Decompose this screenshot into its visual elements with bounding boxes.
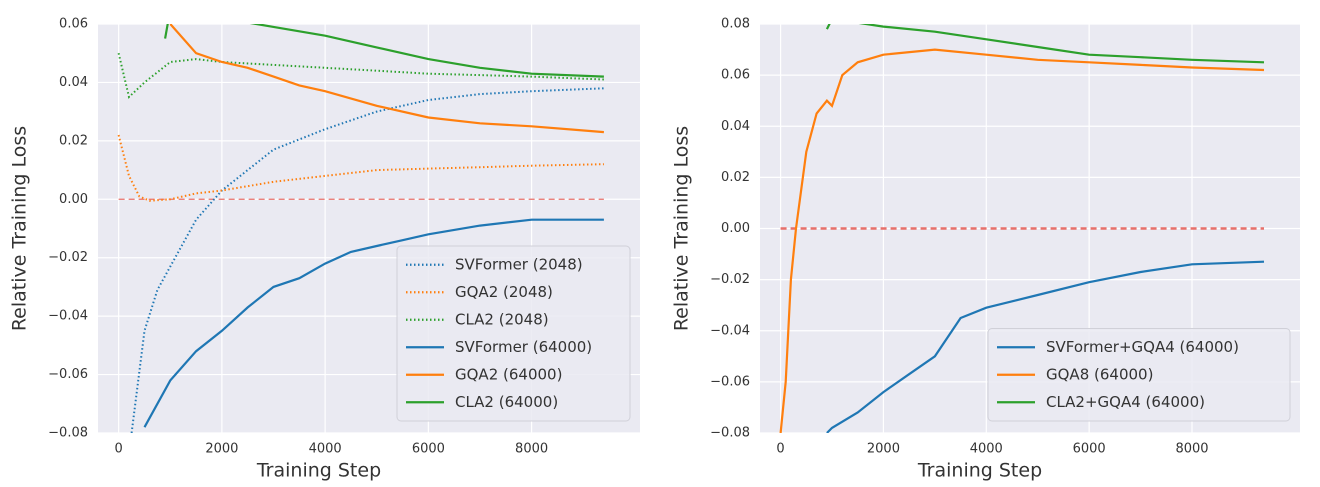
- x-tick-label: 0: [776, 442, 784, 457]
- legend-label: SVFormer (2048): [455, 255, 583, 273]
- series-line: [169, 24, 604, 134]
- lines: [779, 24, 1265, 433]
- y-tick-label: 0.00: [721, 221, 750, 236]
- legend-label: CLA2 (2048): [455, 310, 549, 328]
- series-line: [779, 48, 1265, 433]
- y-tick-label: 0.02: [59, 133, 88, 148]
- x-tick-label: 0: [115, 442, 123, 457]
- subplot: −0.08 −0.06 −0.04 −0.02 0.00 0.02 0.04 0.06 0.08…: [671, 17, 1300, 482]
- y-tick-label: −0.08: [710, 426, 750, 441]
- legend-label: GQA2 (64000): [455, 365, 562, 383]
- x-tick-label: 2000: [867, 442, 900, 457]
- y-tick-label: 0.06: [721, 68, 750, 83]
- subplot: −0.08 −0.06 −0.04 −0.02 0.00 0.02 0.04 0.06 0 200…: [9, 17, 640, 482]
- y-tick-label: −0.04: [710, 323, 750, 338]
- x-tick-label: 8000: [1175, 442, 1208, 457]
- y-axis-label: Relative Training Loss: [671, 126, 693, 331]
- y-axis-label: Relative Training Loss: [9, 126, 31, 331]
- lines: [117, 24, 604, 433]
- y-tick-label: −0.02: [710, 272, 750, 287]
- y-tick-label: 0.04: [721, 119, 750, 134]
- series-line: [143, 218, 604, 428]
- y-tick-label: −0.08: [48, 426, 88, 441]
- y-tick-label: 0.00: [59, 192, 88, 207]
- series-line: [826, 260, 1265, 433]
- legend: SVFormer (2048) GQA2 (2048) CLA2 (2048) SVF…: [396, 245, 631, 422]
- x-tick-label: 4000: [970, 442, 1003, 457]
- x-tick-label: 2000: [205, 442, 238, 457]
- legend-label: SVFormer (64000): [455, 338, 592, 356]
- y-tick-label: −0.04: [48, 309, 88, 324]
- y-tick-label: −0.06: [48, 367, 88, 382]
- legend-box: [987, 328, 1291, 422]
- y-tick-label: 0.04: [59, 75, 88, 90]
- legend-label: CLA2 (64000): [455, 393, 558, 411]
- legend-box: [396, 245, 631, 422]
- series-line: [164, 24, 604, 78]
- x-tick-label: 6000: [1073, 442, 1106, 457]
- x-tick-label: 8000: [515, 442, 548, 457]
- legend-label: CLA2+GQA4 (64000): [1046, 393, 1205, 411]
- y-tick-label: −0.02: [48, 250, 88, 265]
- legend-label: GQA8 (64000): [1046, 365, 1153, 383]
- legend-label: SVFormer+GQA4 (64000): [1046, 338, 1239, 356]
- series-line: [825, 24, 1265, 64]
- y-tick-label: 0.06: [59, 17, 88, 32]
- legend-label: GQA2 (2048): [455, 283, 553, 301]
- y-tick-label: 0.02: [721, 170, 750, 185]
- x-axis-label: Training Step: [917, 460, 1042, 482]
- y-tick-label: −0.06: [710, 374, 750, 389]
- series-line: [117, 134, 604, 202]
- x-tick-label: 6000: [412, 442, 445, 457]
- legend: SVFormer+GQA4 (64000) GQA8 (64000) CLA2+GQ…: [987, 328, 1291, 422]
- y-tick-label: 0.08: [721, 17, 750, 32]
- x-axis-label: Training Step: [256, 460, 381, 482]
- x-tick-label: 4000: [309, 442, 342, 457]
